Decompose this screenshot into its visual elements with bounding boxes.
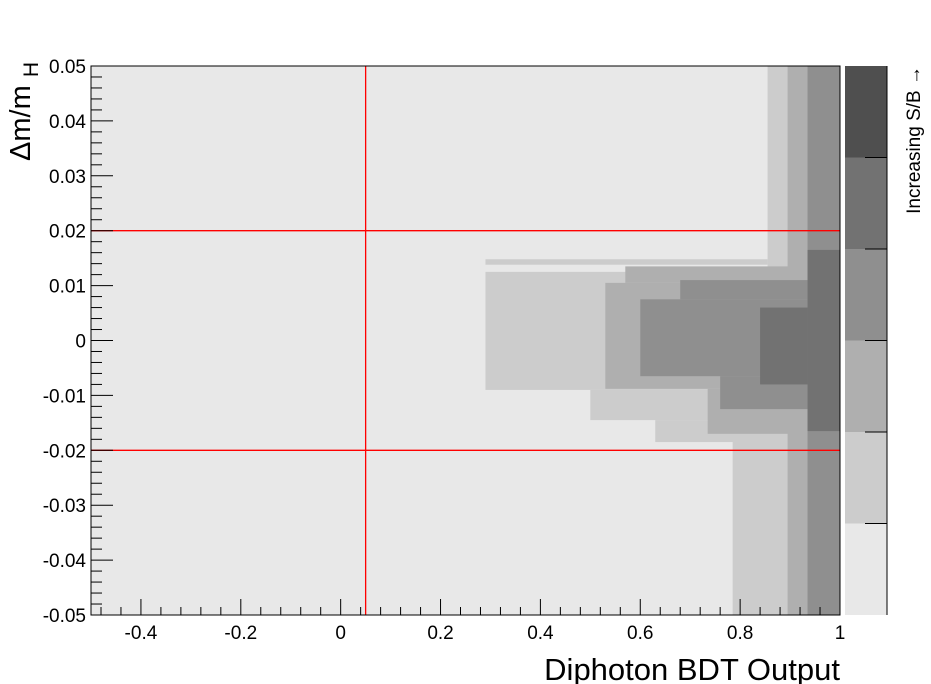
- axes: -0.4 -0.2 0 0.2 0.4 0.6 0.8 1 -0.05 -0.04 -0.03 -0.…: [43, 57, 846, 644]
- y-tick-label: 0.03: [49, 167, 86, 188]
- color-scale-swatch-0: [845, 523, 887, 615]
- heatmap-region-8: [625, 266, 806, 283]
- x-tick-label: 0: [335, 623, 346, 644]
- x-tick-label: -0.4: [125, 623, 158, 644]
- heatmap-region-15: [760, 307, 808, 385]
- x-tick-label: -0.2: [224, 623, 257, 644]
- heatmap-area: [91, 66, 840, 615]
- y-axis-title-subscript: H: [20, 62, 43, 77]
- color-scale-swatch-2: [845, 340, 887, 432]
- y-tick-label: -0.03: [43, 496, 86, 517]
- x-tick-label: 0.2: [427, 623, 453, 644]
- color-scale-swatch-5: [845, 66, 887, 158]
- x-tick-label: 0.8: [727, 623, 753, 644]
- color-scale-swatch-4: [845, 157, 887, 249]
- y-tick-label: -0.04: [43, 551, 87, 572]
- y-tick-label: 0.05: [49, 57, 86, 78]
- color-scale-swatch-3: [845, 249, 887, 341]
- y-tick-label: -0.05: [43, 606, 86, 627]
- color-scale-title: Increasing S/B →: [904, 66, 925, 214]
- y-axis-title: Δm/m H: [5, 62, 43, 161]
- y-tick-label: 0: [75, 332, 86, 353]
- x-tick-label: 0.4: [527, 623, 554, 644]
- x-tick-label: 0.6: [627, 623, 653, 644]
- color-scale: [845, 66, 888, 615]
- y-tick-label: 0.02: [49, 222, 86, 243]
- heatmap-region-14: [807, 249, 840, 432]
- color-scale-swatch-1: [845, 432, 887, 524]
- heatmap-region-12: [680, 280, 808, 300]
- x-axis-title: Diphoton BDT Output: [544, 652, 840, 684]
- cut-lines: [91, 66, 840, 615]
- x-tick-label: 1: [835, 623, 846, 644]
- y-axis-title-main: Δm/m: [5, 85, 37, 161]
- y-tick-label: -0.01: [43, 386, 86, 407]
- heatmap-region-3: [485, 259, 768, 265]
- y-tick-label: 0.01: [49, 277, 86, 298]
- y-tick-label: 0.04: [49, 112, 86, 133]
- y-tick-label: -0.02: [43, 441, 86, 462]
